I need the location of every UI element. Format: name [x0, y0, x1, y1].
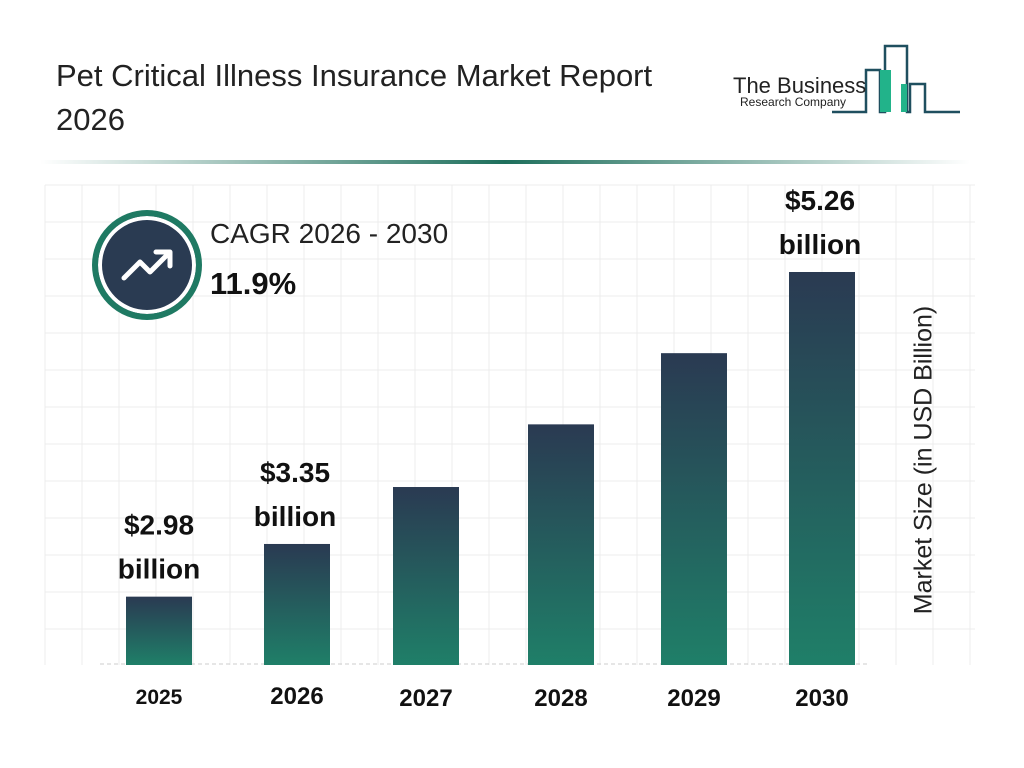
x-tick-label: 2025	[136, 686, 183, 709]
trending-up-icon	[121, 249, 173, 281]
bar-2028	[528, 424, 594, 665]
data-label: $3.35	[260, 457, 330, 488]
x-tick-label: 2030	[795, 685, 848, 712]
cagr-badge	[92, 210, 202, 320]
data-label: $5.26	[785, 185, 855, 216]
x-tick-label: 2026	[270, 683, 323, 710]
bar-2029	[661, 353, 727, 665]
logo-text-1: The Business	[733, 73, 867, 98]
data-label: billion	[779, 229, 861, 260]
divider	[40, 160, 970, 164]
logo-graphic	[832, 44, 960, 114]
bar-2027	[393, 487, 459, 665]
data-label: $2.98	[124, 510, 194, 541]
x-tick-label: 2028	[534, 685, 587, 712]
x-tick-label: 2027	[399, 685, 452, 712]
cagr-label: CAGR 2026 - 2030	[210, 218, 449, 249]
data-label: billion	[254, 501, 336, 532]
data-label: billion	[118, 554, 200, 585]
y-axis-label: Market Size (in USD Billion)	[909, 305, 938, 615]
cagr-value: 11.9%	[210, 266, 297, 301]
page-title: Pet Critical Illness Insurance Market Re…	[56, 58, 653, 137]
x-tick-label: 2029	[667, 685, 720, 712]
bar-2026	[264, 543, 330, 665]
logo-text-2: Research Company	[740, 95, 847, 109]
bar-2030	[789, 272, 855, 665]
bar-2025	[126, 596, 192, 665]
